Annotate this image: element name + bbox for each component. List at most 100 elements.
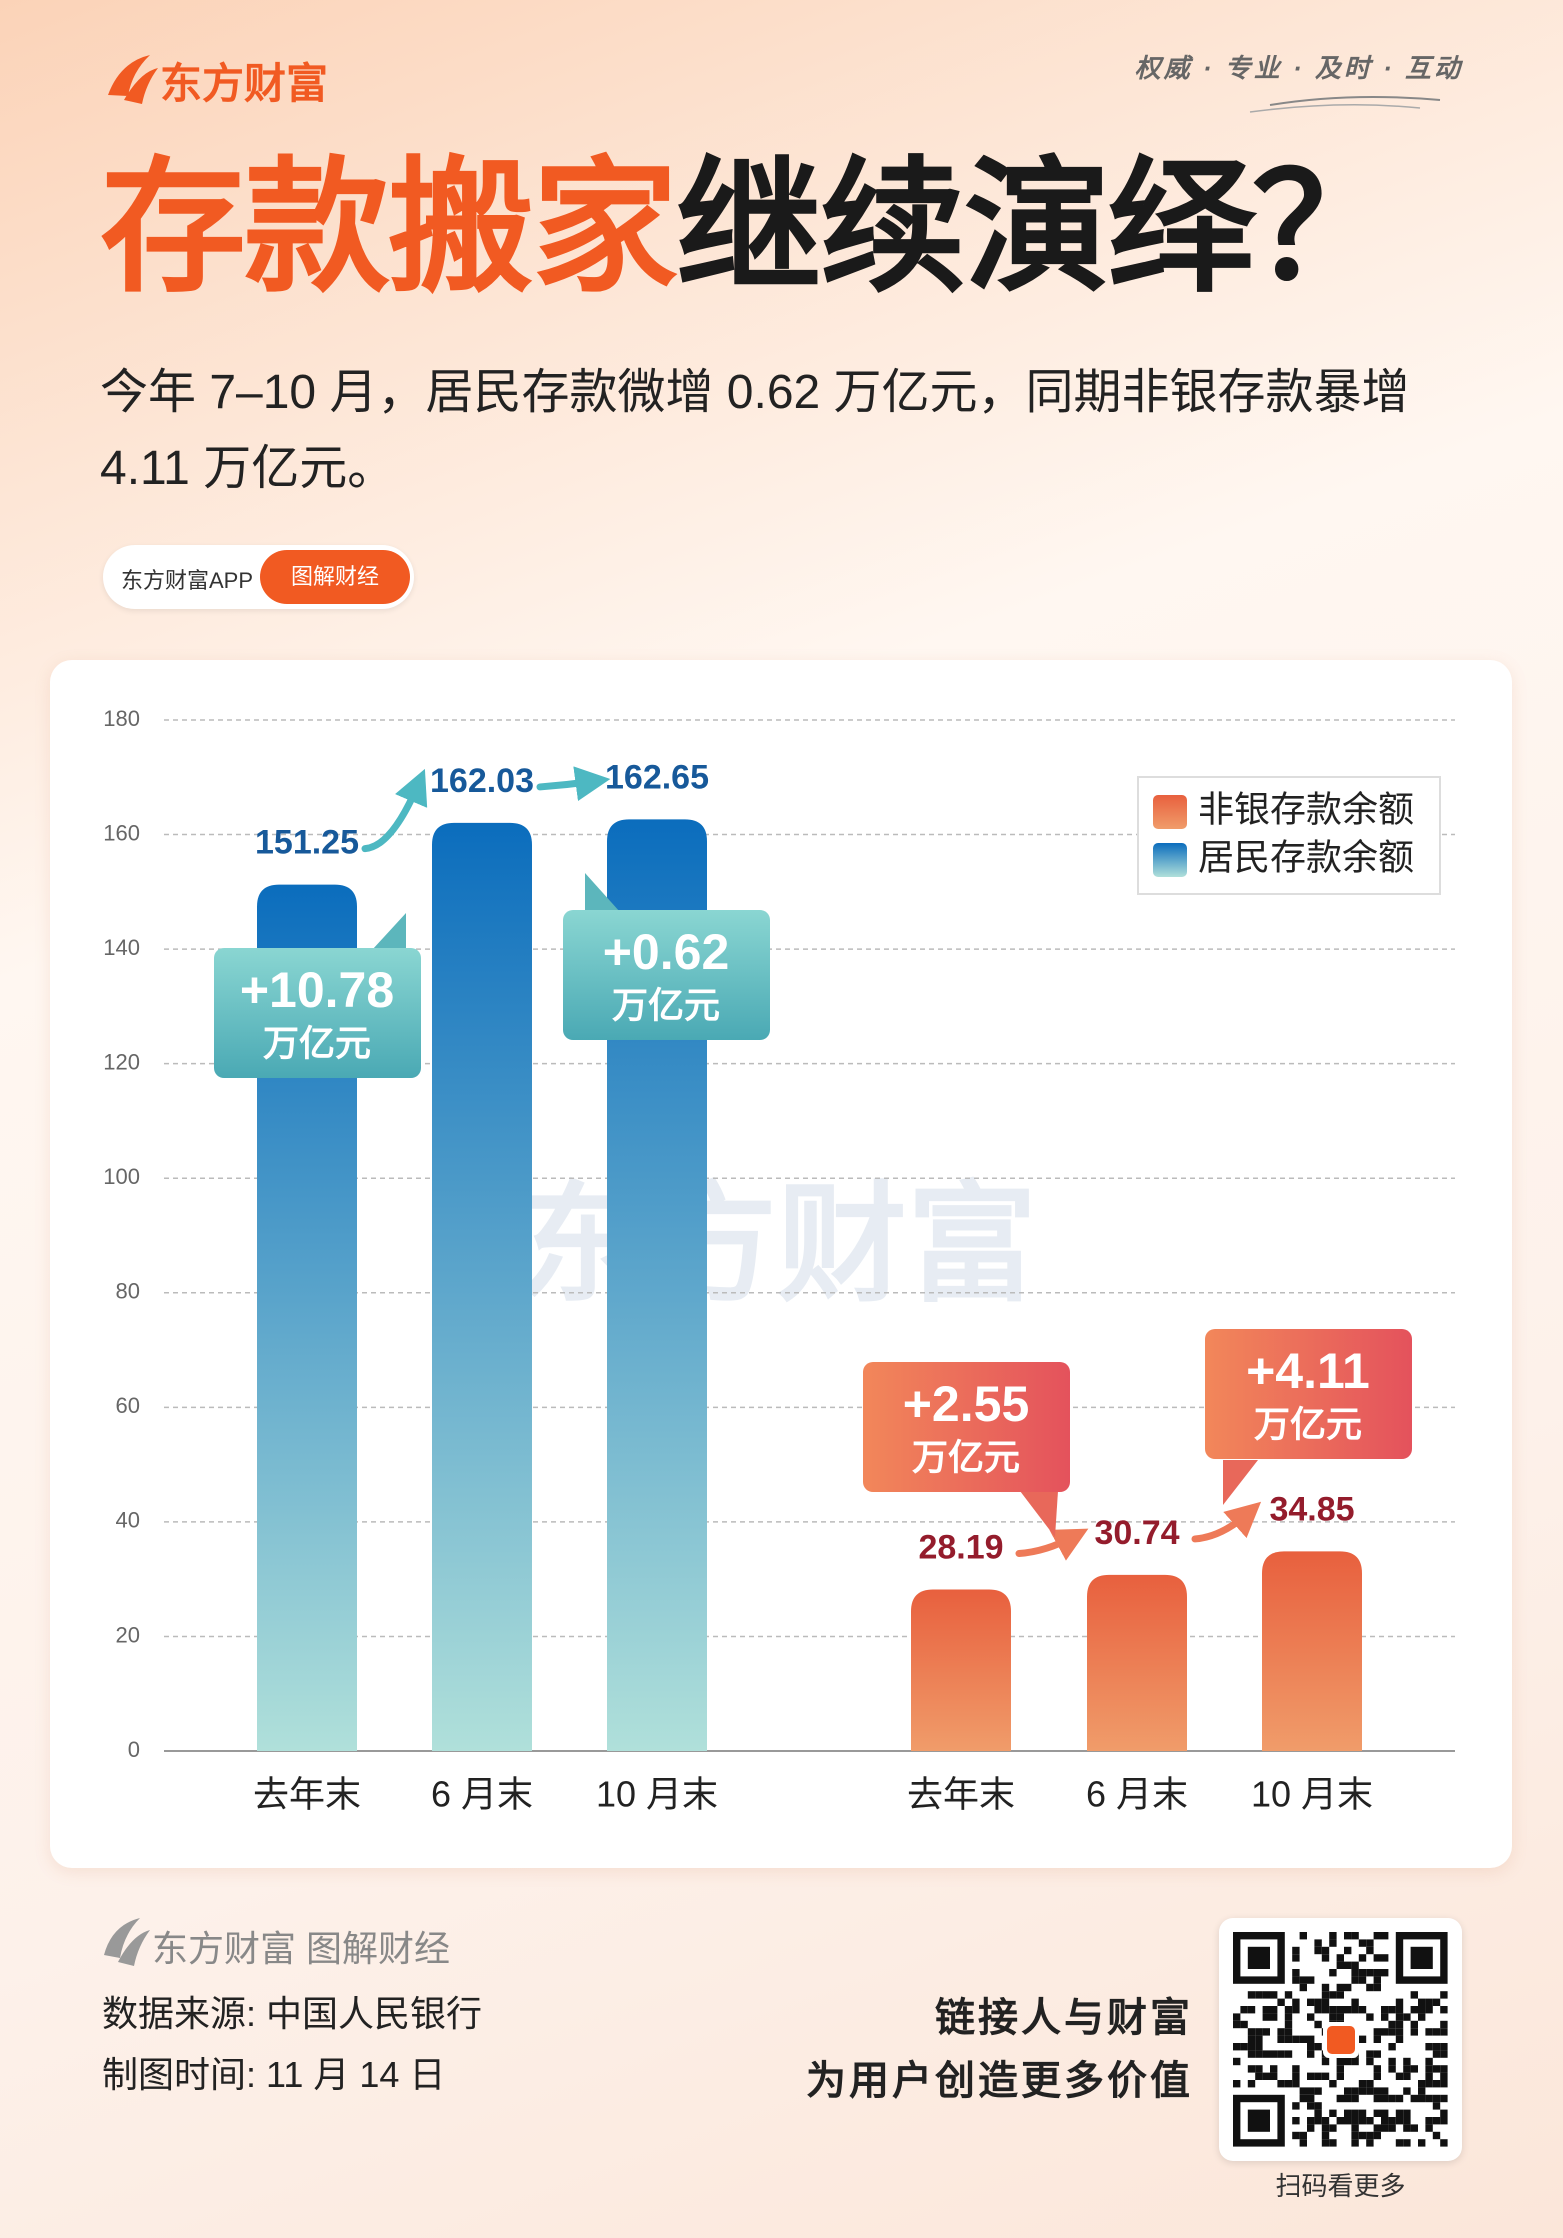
qr-module [1292,1998,1300,2006]
qr-module [1381,2087,1389,2095]
qr-module [1403,2065,1411,2073]
qr-module [1358,2087,1367,2095]
qr-module [1425,2043,1433,2051]
qr-module [1395,2028,1404,2036]
motto-flourish [1249,104,1421,113]
qr-module [1432,2131,1441,2140]
qr-module [1373,1976,1381,1984]
qr-module [1440,2028,1448,2036]
qr-module [1358,1954,1367,1962]
qr-module [1314,2043,1322,2051]
qr-module [1329,1932,1337,1940]
qr-module [1307,2087,1315,2095]
qr-module [1388,2020,1396,2029]
y-tick-label: 60 [116,1393,140,1418]
qr-module [1373,2065,1381,2073]
qr-module [1381,2013,1389,2021]
qr-module [1262,1991,1270,1999]
qr-module [1418,2006,1426,2014]
qr-module [1373,2087,1381,2095]
qr-module [1329,2139,1337,2147]
qr-module [1418,2139,1426,2147]
tag-button[interactable]: 图解财经 [260,550,410,604]
qr-module [1395,2020,1404,2029]
qr-module [1395,1998,1404,2006]
qr-module [1314,2020,1322,2029]
qr-module [1366,2080,1374,2088]
qr-module [1381,2006,1389,2014]
legend-swatch [1153,795,1187,829]
qr-module [1292,2006,1300,2014]
qr-module [1432,2094,1441,2103]
legend-label: 非银存款余额 [1198,789,1414,830]
qr-module [1351,2109,1359,2117]
qr-module [1292,2102,1300,2110]
qr-module [1366,2087,1374,2095]
qr-module [1292,2131,1300,2140]
qr-module [1329,1939,1337,1947]
qr-module [1233,2020,1241,2029]
qr-module [1329,1991,1337,1999]
qr-module [1432,2028,1441,2036]
trend-arrow [1191,1501,1262,1543]
qr-module [1410,2020,1418,2029]
qr-module [1307,2043,1315,2051]
qr-module [1270,2072,1278,2080]
qr-module [1247,2065,1256,2073]
qr-module [1366,1983,1374,1992]
qr-module [1403,2117,1411,2125]
qr-module [1373,2124,1381,2132]
qr-module [1255,2050,1263,2058]
qr-module [1277,2028,1285,2036]
qr-module [1432,2102,1441,2110]
qr-module [1233,2080,1241,2088]
qr-module [1351,2124,1359,2132]
qr-module [1314,1998,1322,2006]
annotation-unit: 万亿元 [612,985,720,1026]
qr-module [1440,2043,1448,2051]
qr-code[interactable] [1219,1918,1462,2161]
qr-module [1440,2139,1448,2147]
qr-module [1388,2057,1396,2066]
qr-module [1351,2094,1359,2103]
qr-module [1314,2102,1322,2110]
y-tick-label: 40 [116,1508,140,1533]
qr-module [1314,1939,1322,1947]
qr-module [1292,2065,1300,2073]
qr-module [1307,2013,1315,2021]
qr-module [1255,1991,1263,1999]
qr-module [1255,2072,1263,2080]
qr-module [1336,2006,1344,2014]
qr-module [1314,2117,1322,2125]
qr-module [1388,2065,1396,2073]
annotation-tail [1020,1491,1058,1537]
qr-module [1425,2094,1433,2103]
qr-module [1388,2124,1396,2132]
qr-module [1358,1939,1367,1947]
qr-module [1247,2050,1256,2058]
y-tick-label: 80 [116,1279,140,1304]
qr-module [1381,2028,1389,2036]
qr-module [1358,2006,1367,2014]
qr-module [1329,2124,1337,2132]
x-tick-label: 10 月末 [1251,1774,1373,1815]
qr-module [1307,2102,1315,2110]
qr-module [1321,2117,1330,2125]
qr-module [1336,2065,1344,2073]
qr-module [1403,2109,1411,2117]
qr-module [1299,2035,1307,2043]
qr-module [1425,2057,1433,2066]
qr-module [1292,2117,1300,2125]
logo [108,55,158,104]
qr-module [1284,2013,1293,2021]
qr-module [1247,2109,1270,2132]
footer-brand: 东方财富 图解财经 [152,1928,451,1969]
slogan: 为用户创造更多价值 [806,2059,1193,2103]
qr-module [1247,2028,1256,2036]
qr-module [1336,1983,1344,1992]
qr-module [1262,2028,1270,2036]
trend-arrow [536,766,611,802]
tag: 东方财富APP 图解财经 [103,545,414,609]
qr-module [1440,2117,1448,2125]
